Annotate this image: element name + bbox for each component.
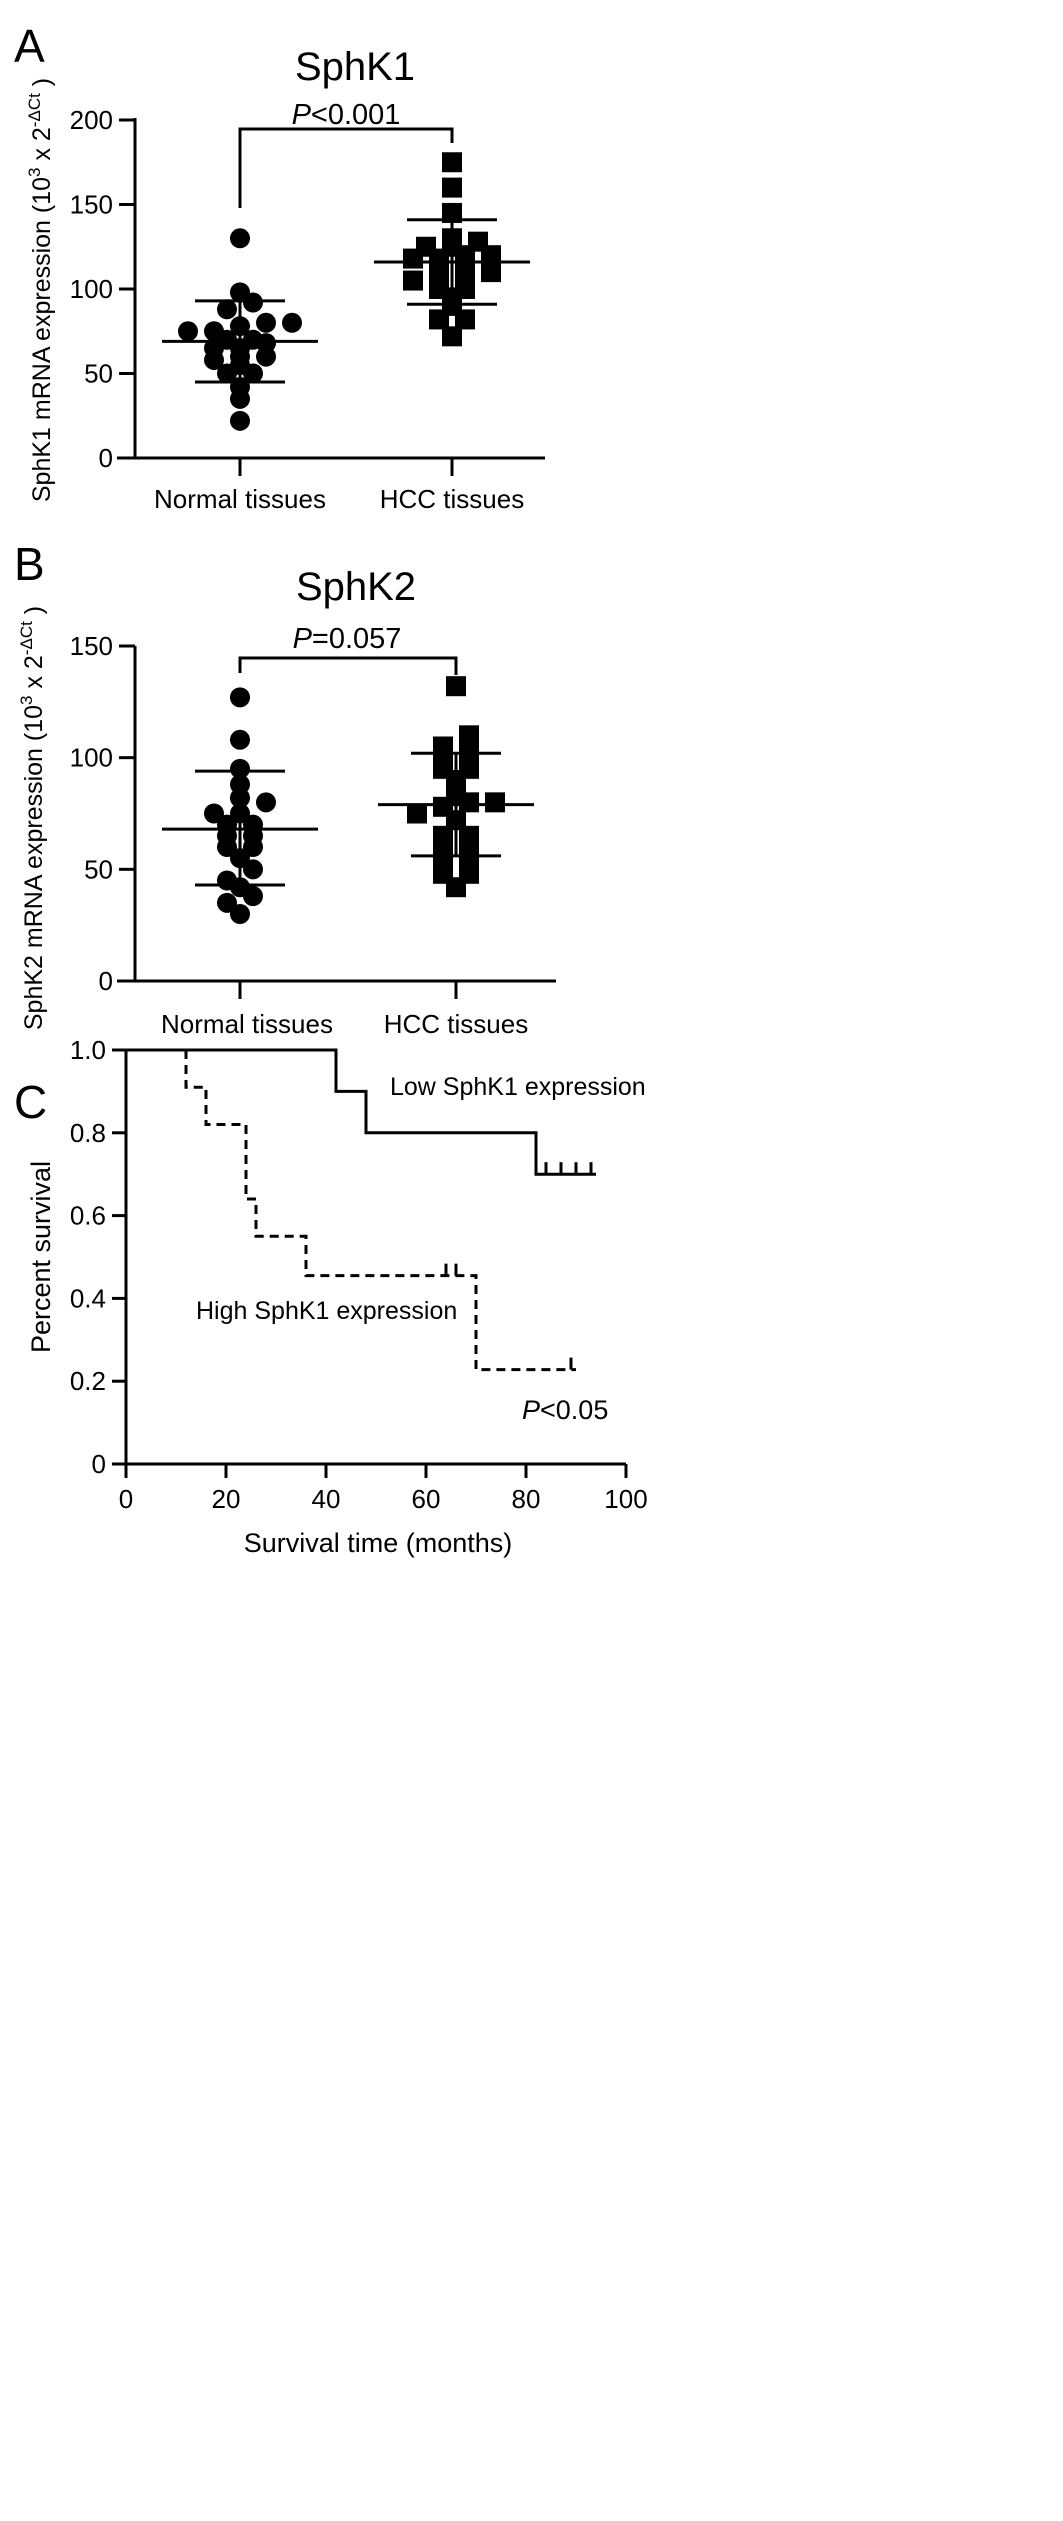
x-axis-label: Survival time (months) — [244, 1528, 513, 1558]
y-tick-label: 150 — [70, 190, 113, 220]
p-value-annotation: P<0.001 — [292, 99, 401, 131]
panel-label-b: B — [14, 538, 45, 590]
data-point — [433, 825, 453, 846]
series-label-low: Low SphK1 expression — [390, 1073, 646, 1101]
data-point — [429, 270, 449, 291]
data-point — [230, 758, 250, 779]
y-tick-label: 1.0 — [70, 1035, 106, 1065]
data-point — [459, 740, 479, 761]
plot-marks: 0 50 100 150 — [70, 631, 534, 996]
y-tick-label: 0.2 — [70, 1366, 106, 1396]
data-point — [481, 262, 501, 283]
survival-curve-low — [126, 1048, 596, 1176]
data-point — [459, 825, 479, 846]
data-point — [256, 312, 276, 333]
data-point — [442, 202, 462, 223]
data-point — [282, 312, 302, 333]
data-point — [459, 848, 479, 869]
data-point — [403, 270, 423, 291]
plot-marks: 0 50 100 150 200 — [70, 105, 530, 473]
y-tick-label: 0 — [99, 443, 113, 473]
series-label-high: High SphK1 expression — [196, 1297, 457, 1325]
data-point — [178, 321, 198, 342]
panel-label-c: C — [14, 1076, 47, 1128]
data-point — [446, 676, 466, 697]
x-tick-label: 0 — [119, 1484, 133, 1514]
x-category-label: Normal tissues — [161, 1009, 333, 1039]
y-axis-label: SphK2 mRNA expression (103 x 2-ΔCt ) — [17, 606, 48, 1030]
data-point — [217, 299, 237, 320]
data-point — [243, 859, 263, 880]
data-point — [416, 236, 436, 257]
data-point — [204, 321, 224, 342]
data-point — [433, 736, 453, 757]
data-point — [230, 904, 250, 924]
data-point — [230, 729, 250, 750]
p-value-annotation: P=0.057 — [293, 623, 402, 655]
data-point — [243, 329, 263, 350]
data-point — [230, 282, 250, 303]
x-category-label: HCC tissues — [380, 484, 524, 514]
x-category-label: HCC tissues — [384, 1009, 528, 1039]
x-tick-label: 60 — [412, 1484, 441, 1514]
y-tick-label: 0 — [92, 1449, 106, 1479]
data-point — [433, 863, 453, 884]
data-point — [455, 279, 475, 299]
p-value-annotation: P<0.05 — [522, 1395, 608, 1425]
plot-marks: 0 20 40 60 80 100 0 0.2 0.4 0.6 0.8 1.0 — [70, 1035, 648, 1514]
x-tick-label: 80 — [512, 1484, 541, 1514]
y-tick-label: 50 — [84, 854, 113, 884]
data-point — [485, 792, 505, 813]
data-point — [230, 687, 250, 708]
y-tick-label: 50 — [84, 359, 113, 389]
y-tick-label: 0.6 — [70, 1201, 106, 1231]
data-point — [459, 863, 479, 884]
data-point — [442, 177, 462, 198]
y-tick-label: 100 — [70, 743, 113, 773]
panel-label-a: A — [14, 20, 45, 72]
data-point — [442, 152, 462, 173]
y-tick-label: 100 — [70, 274, 113, 304]
chart-title: SphK1 — [295, 45, 415, 89]
significance-bracket — [238, 656, 458, 675]
x-tick-label: 40 — [312, 1484, 341, 1514]
data-point — [468, 231, 488, 252]
x-category-label: Normal tissues — [154, 484, 326, 514]
panel-b: B SphK2 SphK2 mRNA expression (103 x 2-Δ… — [14, 538, 556, 1039]
x-tick-label: 100 — [604, 1484, 647, 1514]
chart-title: SphK2 — [296, 565, 416, 609]
panel-a: A SphK1 SphK1 mRNA expression (103 x 2-Δ… — [14, 20, 545, 514]
data-point — [256, 792, 276, 813]
panel-c: C Percent survival Survival time (months… — [14, 1035, 648, 1558]
data-point — [442, 326, 462, 347]
data-point — [230, 228, 250, 249]
significance-bracket — [238, 127, 454, 208]
y-tick-label: 0 — [99, 966, 113, 996]
data-point — [459, 725, 479, 746]
data-point — [217, 892, 237, 913]
y-axis-label: Percent survival — [26, 1161, 56, 1353]
x-tick-label: 20 — [212, 1484, 241, 1514]
data-point — [204, 803, 224, 824]
y-tick-label: 0.8 — [70, 1118, 106, 1148]
data-point — [230, 410, 250, 431]
y-tick-label: 0.4 — [70, 1283, 106, 1313]
y-tick-label: 200 — [70, 105, 113, 135]
data-point — [459, 758, 479, 779]
data-point — [407, 803, 427, 824]
y-axis-label: SphK1 mRNA expression (103 x 2-ΔCt ) — [25, 78, 56, 502]
data-point — [217, 870, 237, 891]
y-tick-label: 150 — [70, 631, 113, 661]
survival-curve-high — [126, 1048, 576, 1372]
